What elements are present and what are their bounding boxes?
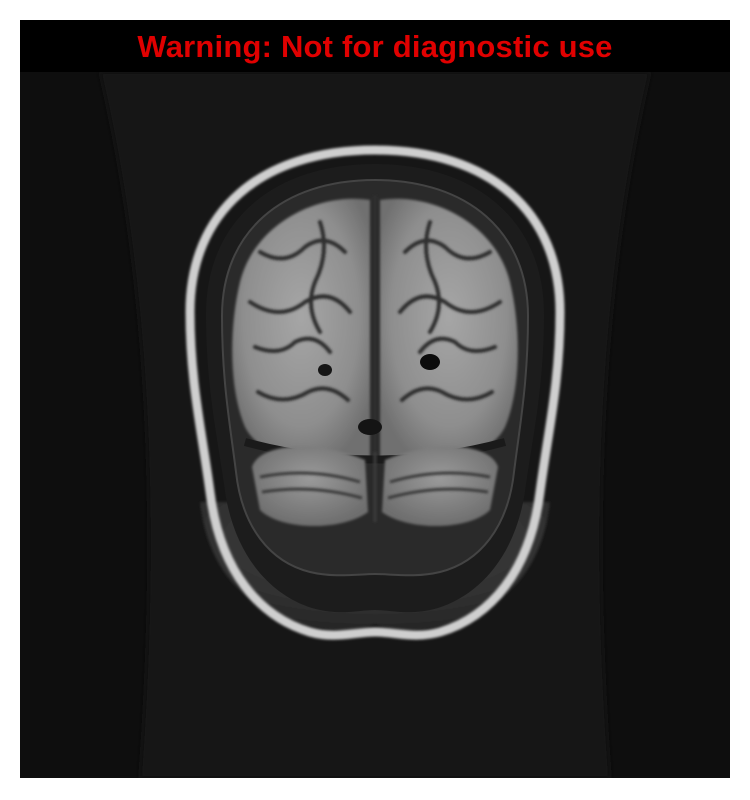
warning-text: Warning: Not for diagnostic use [137,28,613,64]
mri-coronal-brain-image [20,72,730,778]
mri-scan-viewport [20,72,730,778]
image-frame: Warning: Not for diagnostic use [20,20,730,778]
warning-banner: Warning: Not for diagnostic use [20,20,730,72]
